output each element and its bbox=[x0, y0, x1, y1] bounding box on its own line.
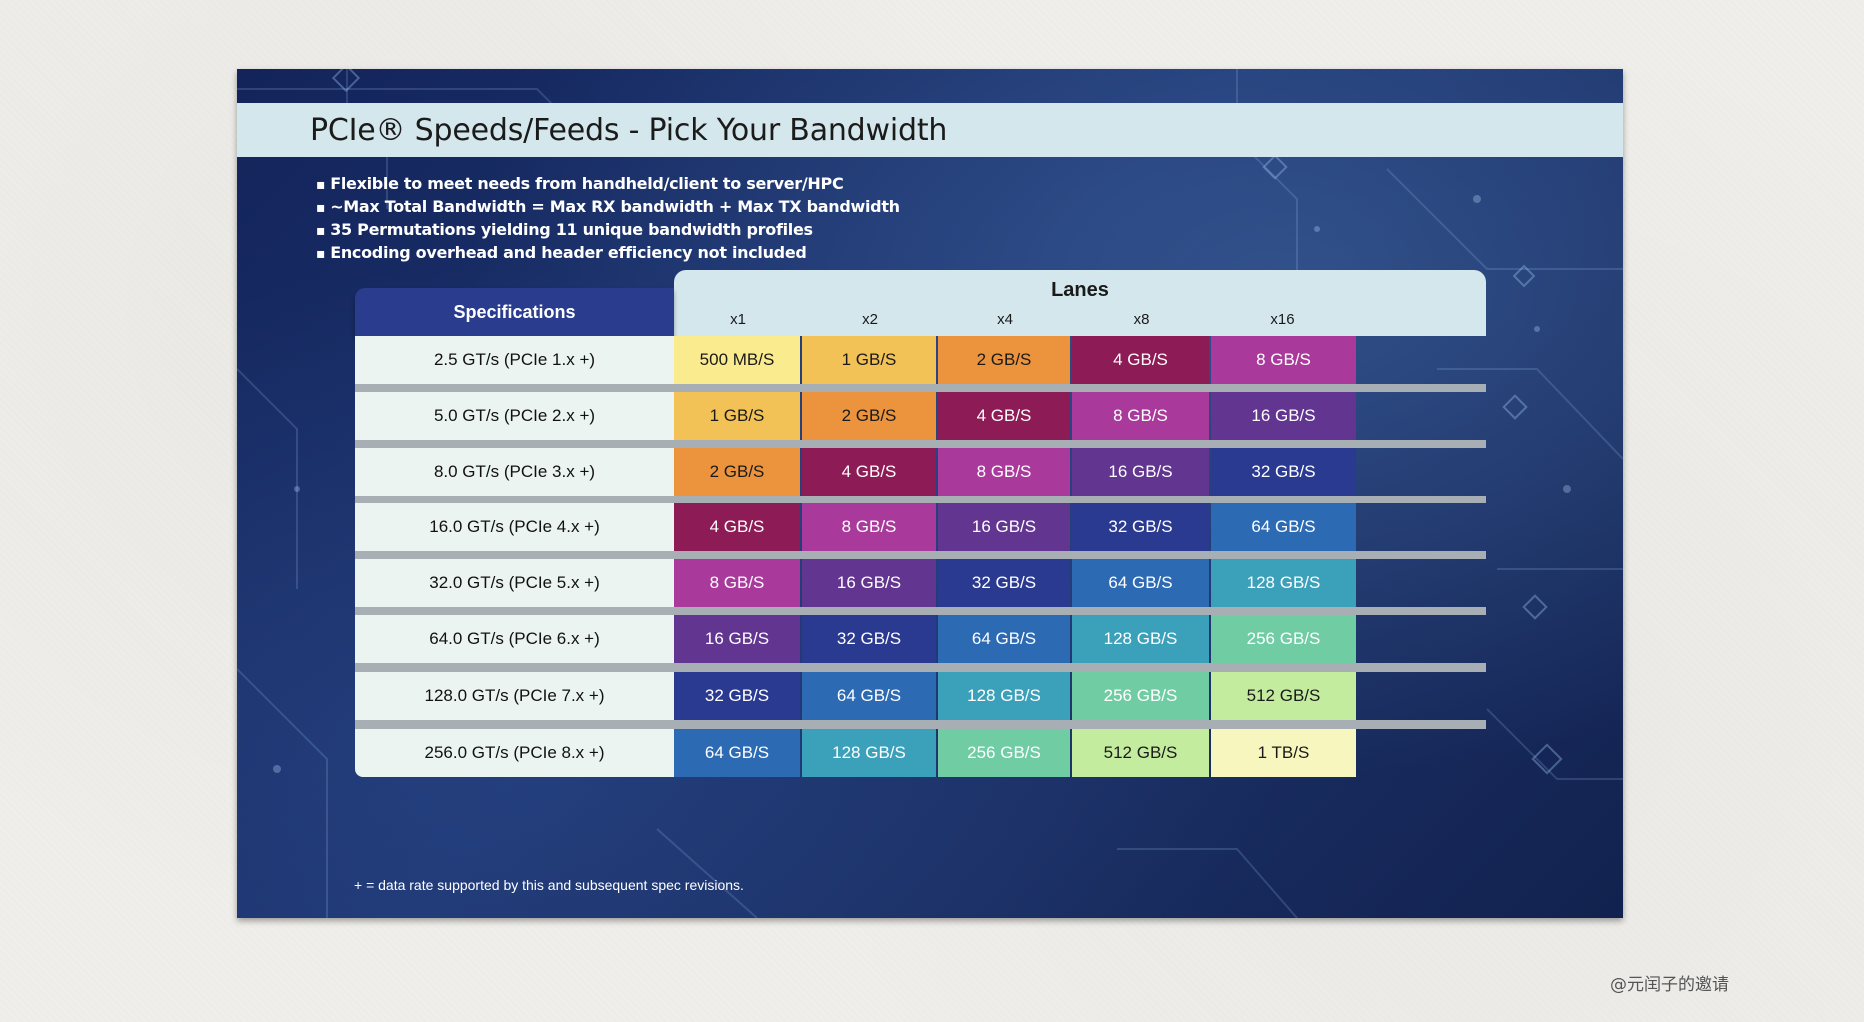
bandwidth-cell: 16 GB/S bbox=[802, 559, 936, 607]
bandwidth-cell: 16 GB/S bbox=[1211, 392, 1356, 440]
bandwidth-cell: 500 MB/S bbox=[674, 336, 800, 384]
lanes-header: Lanes x1 x2 x4 x8 x16 bbox=[674, 270, 1486, 336]
lane-label-x2: x2 bbox=[862, 311, 878, 328]
spec-cell: 64.0 GT/s (PCIe 6.x +) bbox=[355, 615, 674, 663]
bandwidth-cell: 32 GB/S bbox=[938, 559, 1070, 607]
bandwidth-cell: 2 GB/S bbox=[674, 448, 800, 496]
row-divider bbox=[355, 607, 1486, 615]
bandwidth-cell: 512 GB/S bbox=[1211, 672, 1356, 720]
bandwidth-cell: 64 GB/S bbox=[938, 615, 1070, 663]
bandwidth-cell: 64 GB/S bbox=[674, 729, 800, 777]
row-divider bbox=[355, 440, 1486, 448]
bandwidth-cell: 1 GB/S bbox=[802, 336, 936, 384]
bullet-list: Flexible to meet needs from handheld/cli… bbox=[316, 173, 900, 265]
bandwidth-cell: 2 GB/S bbox=[802, 392, 936, 440]
bandwidth-cell: 8 GB/S bbox=[938, 448, 1070, 496]
bandwidth-cell: 32 GB/S bbox=[802, 615, 936, 663]
lane-label-x16: x16 bbox=[1270, 311, 1295, 328]
bandwidth-cell: 1 GB/S bbox=[674, 392, 800, 440]
row-divider bbox=[355, 496, 1486, 503]
spec-cell: 5.0 GT/s (PCIe 2.x +) bbox=[355, 392, 674, 440]
bullet-item: Encoding overhead and header efficiency … bbox=[316, 242, 900, 265]
spec-cell: 128.0 GT/s (PCIe 7.x +) bbox=[355, 672, 674, 720]
bandwidth-cell: 128 GB/S bbox=[938, 672, 1070, 720]
bandwidth-cell: 32 GB/S bbox=[674, 672, 800, 720]
lane-label-x1: x1 bbox=[730, 311, 746, 328]
bullet-item: 35 Permutations yielding 11 unique bandw… bbox=[316, 219, 900, 242]
spec-cell: 32.0 GT/s (PCIe 5.x +) bbox=[355, 559, 674, 607]
spec-cell: 8.0 GT/s (PCIe 3.x +) bbox=[355, 448, 674, 496]
bandwidth-cell: 128 GB/S bbox=[802, 729, 936, 777]
bandwidth-cell: 256 GB/S bbox=[1211, 615, 1356, 663]
footnote: + = data rate supported by this and subs… bbox=[354, 877, 744, 893]
bandwidth-cell: 64 GB/S bbox=[802, 672, 936, 720]
bandwidth-cell: 32 GB/S bbox=[1211, 448, 1356, 496]
row-divider bbox=[355, 551, 1486, 559]
row-divider bbox=[355, 720, 1486, 729]
bandwidth-cell: 256 GB/S bbox=[1072, 672, 1209, 720]
slide: PCIe® Speeds/Feeds - Pick Your Bandwidth… bbox=[237, 69, 1623, 918]
bandwidth-cell: 8 GB/S bbox=[802, 503, 936, 551]
bandwidth-cell: 2 GB/S bbox=[938, 336, 1070, 384]
bandwidth-cell: 4 GB/S bbox=[674, 503, 800, 551]
bandwidth-cell: 64 GB/S bbox=[1072, 559, 1209, 607]
bandwidth-cell: 64 GB/S bbox=[1211, 503, 1356, 551]
specifications-header: Specifications bbox=[355, 288, 674, 336]
spec-cell: 256.0 GT/s (PCIe 8.x +) bbox=[355, 729, 674, 777]
bandwidth-cell: 16 GB/S bbox=[938, 503, 1070, 551]
row-divider bbox=[355, 663, 1486, 672]
bullet-item: Flexible to meet needs from handheld/cli… bbox=[316, 173, 900, 196]
row-divider bbox=[355, 384, 1486, 392]
bandwidth-cell: 4 GB/S bbox=[938, 392, 1070, 440]
bandwidth-cell: 16 GB/S bbox=[1072, 448, 1209, 496]
bandwidth-cell: 8 GB/S bbox=[1072, 392, 1209, 440]
spec-cell: 2.5 GT/s (PCIe 1.x +) bbox=[355, 336, 674, 384]
bandwidth-cell: 1 TB/S bbox=[1211, 729, 1356, 777]
bandwidth-cell: 256 GB/S bbox=[938, 729, 1070, 777]
watermark: @元闰子的邀请 bbox=[1610, 975, 1729, 995]
bandwidth-cell: 128 GB/S bbox=[1072, 615, 1209, 663]
bandwidth-cell: 4 GB/S bbox=[802, 448, 936, 496]
lanes-title: Lanes bbox=[1051, 279, 1109, 301]
bandwidth-cell: 8 GB/S bbox=[674, 559, 800, 607]
lane-label-x4: x4 bbox=[997, 311, 1013, 328]
bandwidth-cell: 128 GB/S bbox=[1211, 559, 1356, 607]
lane-label-x8: x8 bbox=[1133, 311, 1150, 328]
bandwidth-cell: 512 GB/S bbox=[1072, 729, 1209, 777]
bandwidth-cell: 16 GB/S bbox=[674, 615, 800, 663]
page-title: PCIe® Speeds/Feeds - Pick Your Bandwidth bbox=[310, 113, 948, 148]
bullet-item: ~Max Total Bandwidth = Max RX bandwidth … bbox=[316, 196, 900, 219]
title-bar: PCIe® Speeds/Feeds - Pick Your Bandwidth bbox=[237, 103, 1623, 157]
bandwidth-cell: 4 GB/S bbox=[1072, 336, 1209, 384]
spec-cell: 16.0 GT/s (PCIe 4.x +) bbox=[355, 503, 674, 551]
bandwidth-cell: 8 GB/S bbox=[1211, 336, 1356, 384]
bandwidth-cell: 32 GB/S bbox=[1072, 503, 1209, 551]
